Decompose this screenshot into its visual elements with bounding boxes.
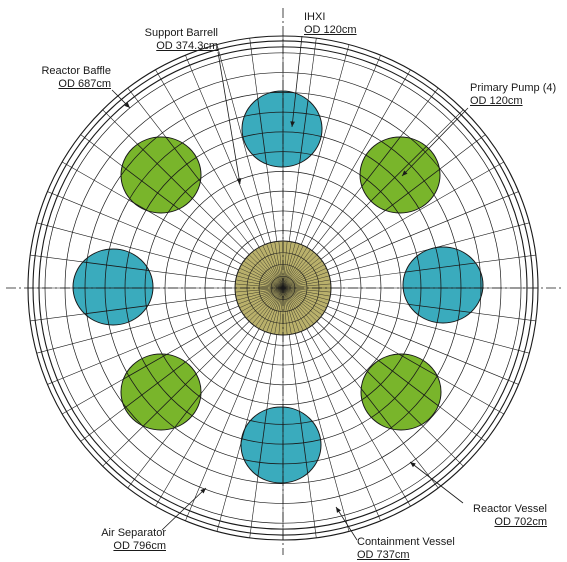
leader-containment-vessel [335,506,358,541]
unit-mesh-spoke [361,354,441,430]
unit-mesh [361,354,441,430]
air-separator-name: Air Separator [101,527,166,539]
unit-mesh [121,354,201,430]
support-barrel-name: Support Barrell [144,27,218,39]
ihxi-name: IHXI [304,11,326,23]
label-air-separator: Air Separator OD 796cm [101,527,166,553]
reactor-vessel-name: Reactor Vessel [473,503,547,515]
pump-circle [120,353,202,431]
primary-pump-od: OD 120cm [470,95,523,107]
leader-primary-pump-arrowhead [402,170,408,176]
unit-mesh-spoke [121,354,201,430]
containment-vessel-name: Containment Vessel [357,536,455,548]
unit-mesh-spoke [361,354,441,430]
leader-ihxi-arrowhead [290,121,295,127]
leader-containment-vessel-arrowhead [336,507,341,513]
unit-mesh-spoke [282,91,317,167]
leader-reactor-vessel-arrowhead [410,462,416,468]
leader-reactor-baffle-arrowhead [124,102,130,108]
leader-reactor-vessel [409,461,464,504]
label-reactor-baffle: Reactor Baffle OD 687cm [41,65,111,91]
unit-mesh-spoke [121,354,201,430]
reactor-baffle-name: Reactor Baffle [41,65,111,77]
leader-primary-pump [401,107,469,177]
leader-support-barrel [217,51,241,185]
pump-circle [359,136,441,214]
label-ihxi: IHXI OD 120cm [304,11,357,37]
support-barrel-od: OD 374.3cm [156,40,218,52]
pump-circle [120,136,202,214]
pump-bottom-right [360,353,442,431]
label-containment-vessel: Containment Vessel OD 737cm [357,536,455,562]
pump-bottom-left [120,353,202,431]
containment-vessel-od: OD 737cm [357,549,410,561]
ihx-circle [72,248,154,326]
ihx-circle [241,90,323,168]
leader-support-barrel-arrowhead [236,178,242,184]
unit-mesh-spoke [403,287,483,322]
label-reactor-vessel: Reactor Vessel OD 702cm [473,503,547,529]
ihx-circle [240,406,322,484]
unit-mesh-spoke [282,407,317,483]
leader-air-separator-arrowhead [200,488,206,494]
reactor-baffle-od: OD 687cm [58,78,111,90]
air-separator-od: OD 796cm [113,540,166,552]
unit-mesh-spoke [249,91,284,167]
leader-lines [6,8,561,555]
label-primary-pump: Primary Pump (4) OD 120cm [470,82,556,108]
leader-air-separator [161,487,207,531]
reactor-vessel-od: OD 702cm [494,516,547,528]
unit-mesh-spoke [249,407,284,483]
ihx-circle [402,246,484,324]
leader-ihxi [291,35,303,128]
ihxi-od: OD 120cm [304,24,357,36]
primary-pump-name: Primary Pump (4) [470,82,557,94]
label-support-barrel: Support Barrell OD 374.3cm [145,27,218,53]
unit-mesh-spoke [403,254,483,289]
